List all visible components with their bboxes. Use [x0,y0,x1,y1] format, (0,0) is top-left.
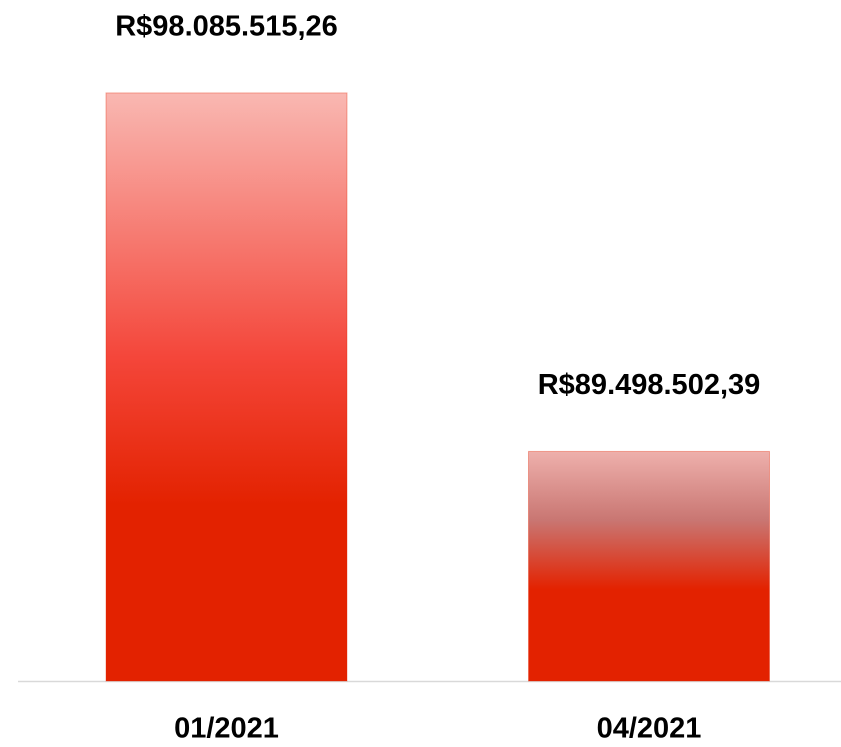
data-label: R$98.085.515,26 [115,11,338,43]
x-tick-label: 01/2021 [174,713,279,745]
bar [528,450,770,682]
data-label: R$89.498.502,39 [538,369,761,401]
bar [105,92,348,682]
x-tick-label: 04/2021 [597,713,702,745]
